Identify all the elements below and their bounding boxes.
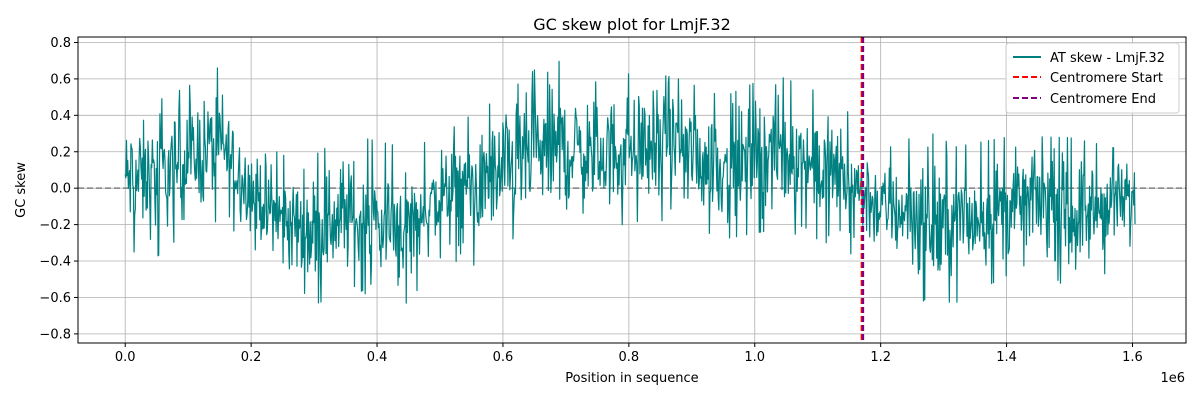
chart-title: GC skew plot for LmjF.32: [533, 15, 731, 34]
x-axis-ticks: 0.0 0.2 0.4 0.6 0.8 1.0 1.2 1.4 1.6: [115, 343, 1143, 365]
x-tick-label: 0.6: [493, 350, 514, 365]
centromere-lines: [860, 37, 865, 343]
legend-label-centromere-end: Centromere End: [1050, 92, 1156, 107]
at-skew-series-line: [124, 60, 1136, 304]
x-axis-offset-label: 1e6: [1160, 371, 1185, 386]
legend-label-centromere-start: Centromere Start: [1050, 71, 1163, 86]
series-group: [124, 60, 1136, 304]
legend-label-at-skew: AT skew - LmjF.32: [1050, 51, 1165, 66]
legend: AT skew - LmjF.32 Centromere Start Centr…: [1005, 42, 1180, 114]
x-tick-label: 1.2: [870, 350, 891, 365]
y-tick-label: 0.2: [50, 145, 71, 160]
y-tick-label: −0.2: [39, 218, 71, 233]
y-tick-label: −0.6: [39, 291, 71, 306]
y-axis-ticks: −0.8 −0.6 −0.4 −0.2 0.0 0.2 0.4 0.6 0.8: [39, 36, 78, 342]
y-axis-label: GC skew: [14, 162, 29, 218]
x-tick-label: 1.6: [1122, 350, 1143, 365]
y-tick-label: 0.8: [50, 36, 71, 51]
x-tick-label: 0.8: [619, 350, 640, 365]
y-tick-label: 0.0: [50, 182, 71, 197]
x-tick-label: 0.0: [115, 350, 136, 365]
legend-box: [1005, 42, 1180, 114]
y-tick-label: −0.4: [39, 255, 71, 270]
x-tick-label: 1.0: [744, 350, 765, 365]
y-tick-label: 0.4: [50, 109, 71, 124]
x-tick-label: 0.4: [367, 350, 388, 365]
plot-frame: [77, 36, 1187, 344]
y-tick-label: 0.6: [50, 72, 71, 87]
x-axis-label: Position in sequence: [565, 371, 698, 386]
y-tick-label: −0.8: [39, 327, 71, 342]
x-tick-label: 0.2: [241, 350, 262, 365]
x-tick-label: 1.4: [996, 350, 1017, 365]
